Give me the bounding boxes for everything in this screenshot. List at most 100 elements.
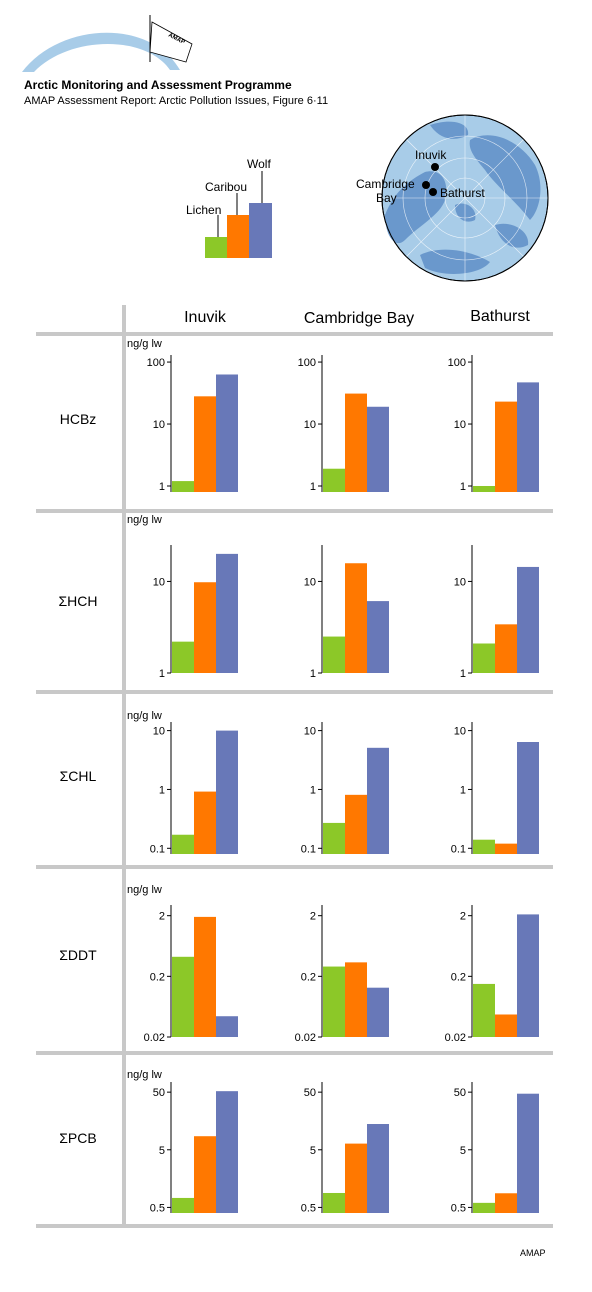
bar-inuvik-caribou	[194, 791, 216, 854]
y-tick-label: 10	[454, 419, 466, 431]
column-header-inuvik: Inuvik	[184, 309, 227, 326]
y-tick-label: 5	[159, 1145, 165, 1157]
bar-bathurst-caribou	[495, 1014, 517, 1037]
bar-bathurst-caribou	[495, 624, 517, 673]
map-marker-bathurst	[429, 188, 437, 196]
y-tick-label: 2	[159, 911, 165, 923]
bar-bathurst-lichen	[473, 983, 495, 1037]
map-graticule	[382, 115, 548, 281]
bar-inuvik-lichen	[172, 641, 194, 673]
chart-rows: HCBz ng/g lw 1 10 100 1 10 100 1 10 100 ΣHCH ng/g lw…	[59, 338, 539, 1214]
bar-cambridge-bay-caribou	[345, 794, 367, 854]
y-tick-label: 10	[153, 419, 165, 431]
bar-bathurst-caribou	[495, 401, 517, 492]
y-tick-label: 0.2	[301, 971, 316, 983]
map-marker-inuvik	[431, 163, 439, 171]
bar-cambridge-bay-caribou	[345, 563, 367, 673]
footer-credit: AMAP	[520, 1248, 546, 1258]
legend-label-lichen: Lichen	[186, 203, 221, 217]
bar-cambridge-bay-lichen	[323, 468, 345, 492]
y-tick-label: 2	[460, 911, 466, 923]
y-tick-label: 1	[310, 668, 316, 680]
chart-row: ΣCHL ng/g lw 0.1 1 10 0.1 1 10 0.1 1 10	[60, 710, 539, 855]
y-tick-label: 0.02	[445, 1032, 466, 1044]
bar-inuvik-lichen	[172, 956, 194, 1037]
y-tick-label: 5	[460, 1145, 466, 1157]
table-vertical-divider	[122, 305, 126, 1228]
bar-cambridge-bay-lichen	[323, 822, 345, 854]
map-label-bay: Bay	[376, 191, 397, 205]
bar-bathurst-wolf	[517, 566, 539, 673]
bar-bathurst-lichen	[473, 643, 495, 673]
row-divider-2	[36, 690, 553, 694]
bar-inuvik-lichen	[172, 834, 194, 854]
y-tick-label: 1	[460, 784, 466, 796]
bar-bathurst-lichen	[473, 1202, 495, 1213]
bar-bathurst-caribou	[495, 1193, 517, 1213]
bar-bathurst-wolf	[517, 914, 539, 1037]
legend: Lichen Caribou Wolf	[186, 157, 272, 258]
y-tick-label: 0.02	[295, 1032, 316, 1044]
bar-cambridge-bay-caribou	[345, 1143, 367, 1213]
bar-inuvik-wolf	[216, 374, 238, 492]
y-tick-label: 0.2	[451, 971, 466, 983]
bar-inuvik-caribou	[194, 1136, 216, 1213]
bar-bathurst-caribou	[495, 843, 517, 854]
y-tick-label: 50	[153, 1087, 165, 1099]
bar-inuvik-caribou	[194, 396, 216, 492]
bar-inuvik-wolf	[216, 553, 238, 673]
row-label: ΣDDT	[59, 947, 97, 963]
row-label: ΣPCB	[59, 1130, 96, 1146]
y-tick-label: 10	[454, 576, 466, 588]
bar-inuvik-lichen	[172, 481, 194, 492]
unit-label: ng/g lw	[127, 514, 162, 526]
y-tick-label: 10	[304, 576, 316, 588]
legend-label-wolf: Wolf	[247, 157, 271, 171]
row-divider-1	[36, 509, 553, 513]
table-frame	[36, 305, 553, 1228]
legend-swatch-lichen	[205, 237, 227, 258]
logo-arc	[22, 32, 180, 72]
y-tick-label: 100	[147, 357, 165, 369]
y-tick-label: 0.1	[150, 843, 165, 855]
y-tick-label: 0.02	[144, 1032, 165, 1044]
bar-inuvik-wolf	[216, 1091, 238, 1213]
chart-row: ΣDDT ng/g lw 0.02 0.2 2 0.02 0.2 2 0.02 0.2 2	[59, 884, 539, 1044]
bar-inuvik-wolf	[216, 1016, 238, 1037]
y-tick-label: 1	[460, 668, 466, 680]
legend-swatch-wolf	[249, 203, 272, 258]
bar-cambridge-bay-caribou	[345, 393, 367, 492]
chart-row: ΣPCB ng/g lw 0.5 5 50 0.5 5 50 0.5 5 50	[59, 1069, 539, 1214]
unit-label: ng/g lw	[127, 1069, 162, 1081]
bar-inuvik-caribou	[194, 582, 216, 673]
bar-inuvik-caribou	[194, 916, 216, 1037]
bar-bathurst-lichen	[473, 839, 495, 854]
y-tick-label: 10	[304, 419, 316, 431]
bar-bathurst-lichen	[473, 485, 495, 492]
row-divider-0	[36, 332, 553, 336]
y-tick-label: 1	[159, 668, 165, 680]
y-tick-label: 1	[159, 481, 165, 493]
bar-cambridge-bay-wolf	[367, 601, 389, 673]
chart-row: HCBz ng/g lw 1 10 100 1 10 100 1 10 100	[60, 338, 539, 493]
y-tick-label: 2	[310, 911, 316, 923]
y-tick-label: 1	[310, 784, 316, 796]
legend-swatch-caribou	[227, 215, 249, 258]
amap-logo: AMAP	[22, 15, 193, 72]
bar-cambridge-bay-wolf	[367, 1124, 389, 1213]
unit-label: ng/g lw	[127, 884, 162, 896]
y-tick-label: 0.5	[150, 1202, 165, 1214]
bar-inuvik-lichen	[172, 1197, 194, 1213]
map-label-bathurst: Bathurst	[440, 186, 485, 200]
bar-cambridge-bay-lichen	[323, 1192, 345, 1213]
arctic-map: Inuvik Cambridge Bay Bathurst	[356, 114, 549, 282]
y-tick-label: 0.5	[301, 1202, 316, 1214]
bar-cambridge-bay-wolf	[367, 987, 389, 1037]
column-header-bathurst: Bathurst	[470, 308, 530, 325]
y-tick-label: 1	[460, 481, 466, 493]
y-tick-label: 5	[310, 1145, 316, 1157]
bar-inuvik-wolf	[216, 730, 238, 854]
row-divider-3	[36, 865, 553, 869]
y-tick-label: 10	[153, 726, 165, 738]
report-title: AMAP Assessment Report: Arctic Pollution…	[24, 95, 328, 107]
